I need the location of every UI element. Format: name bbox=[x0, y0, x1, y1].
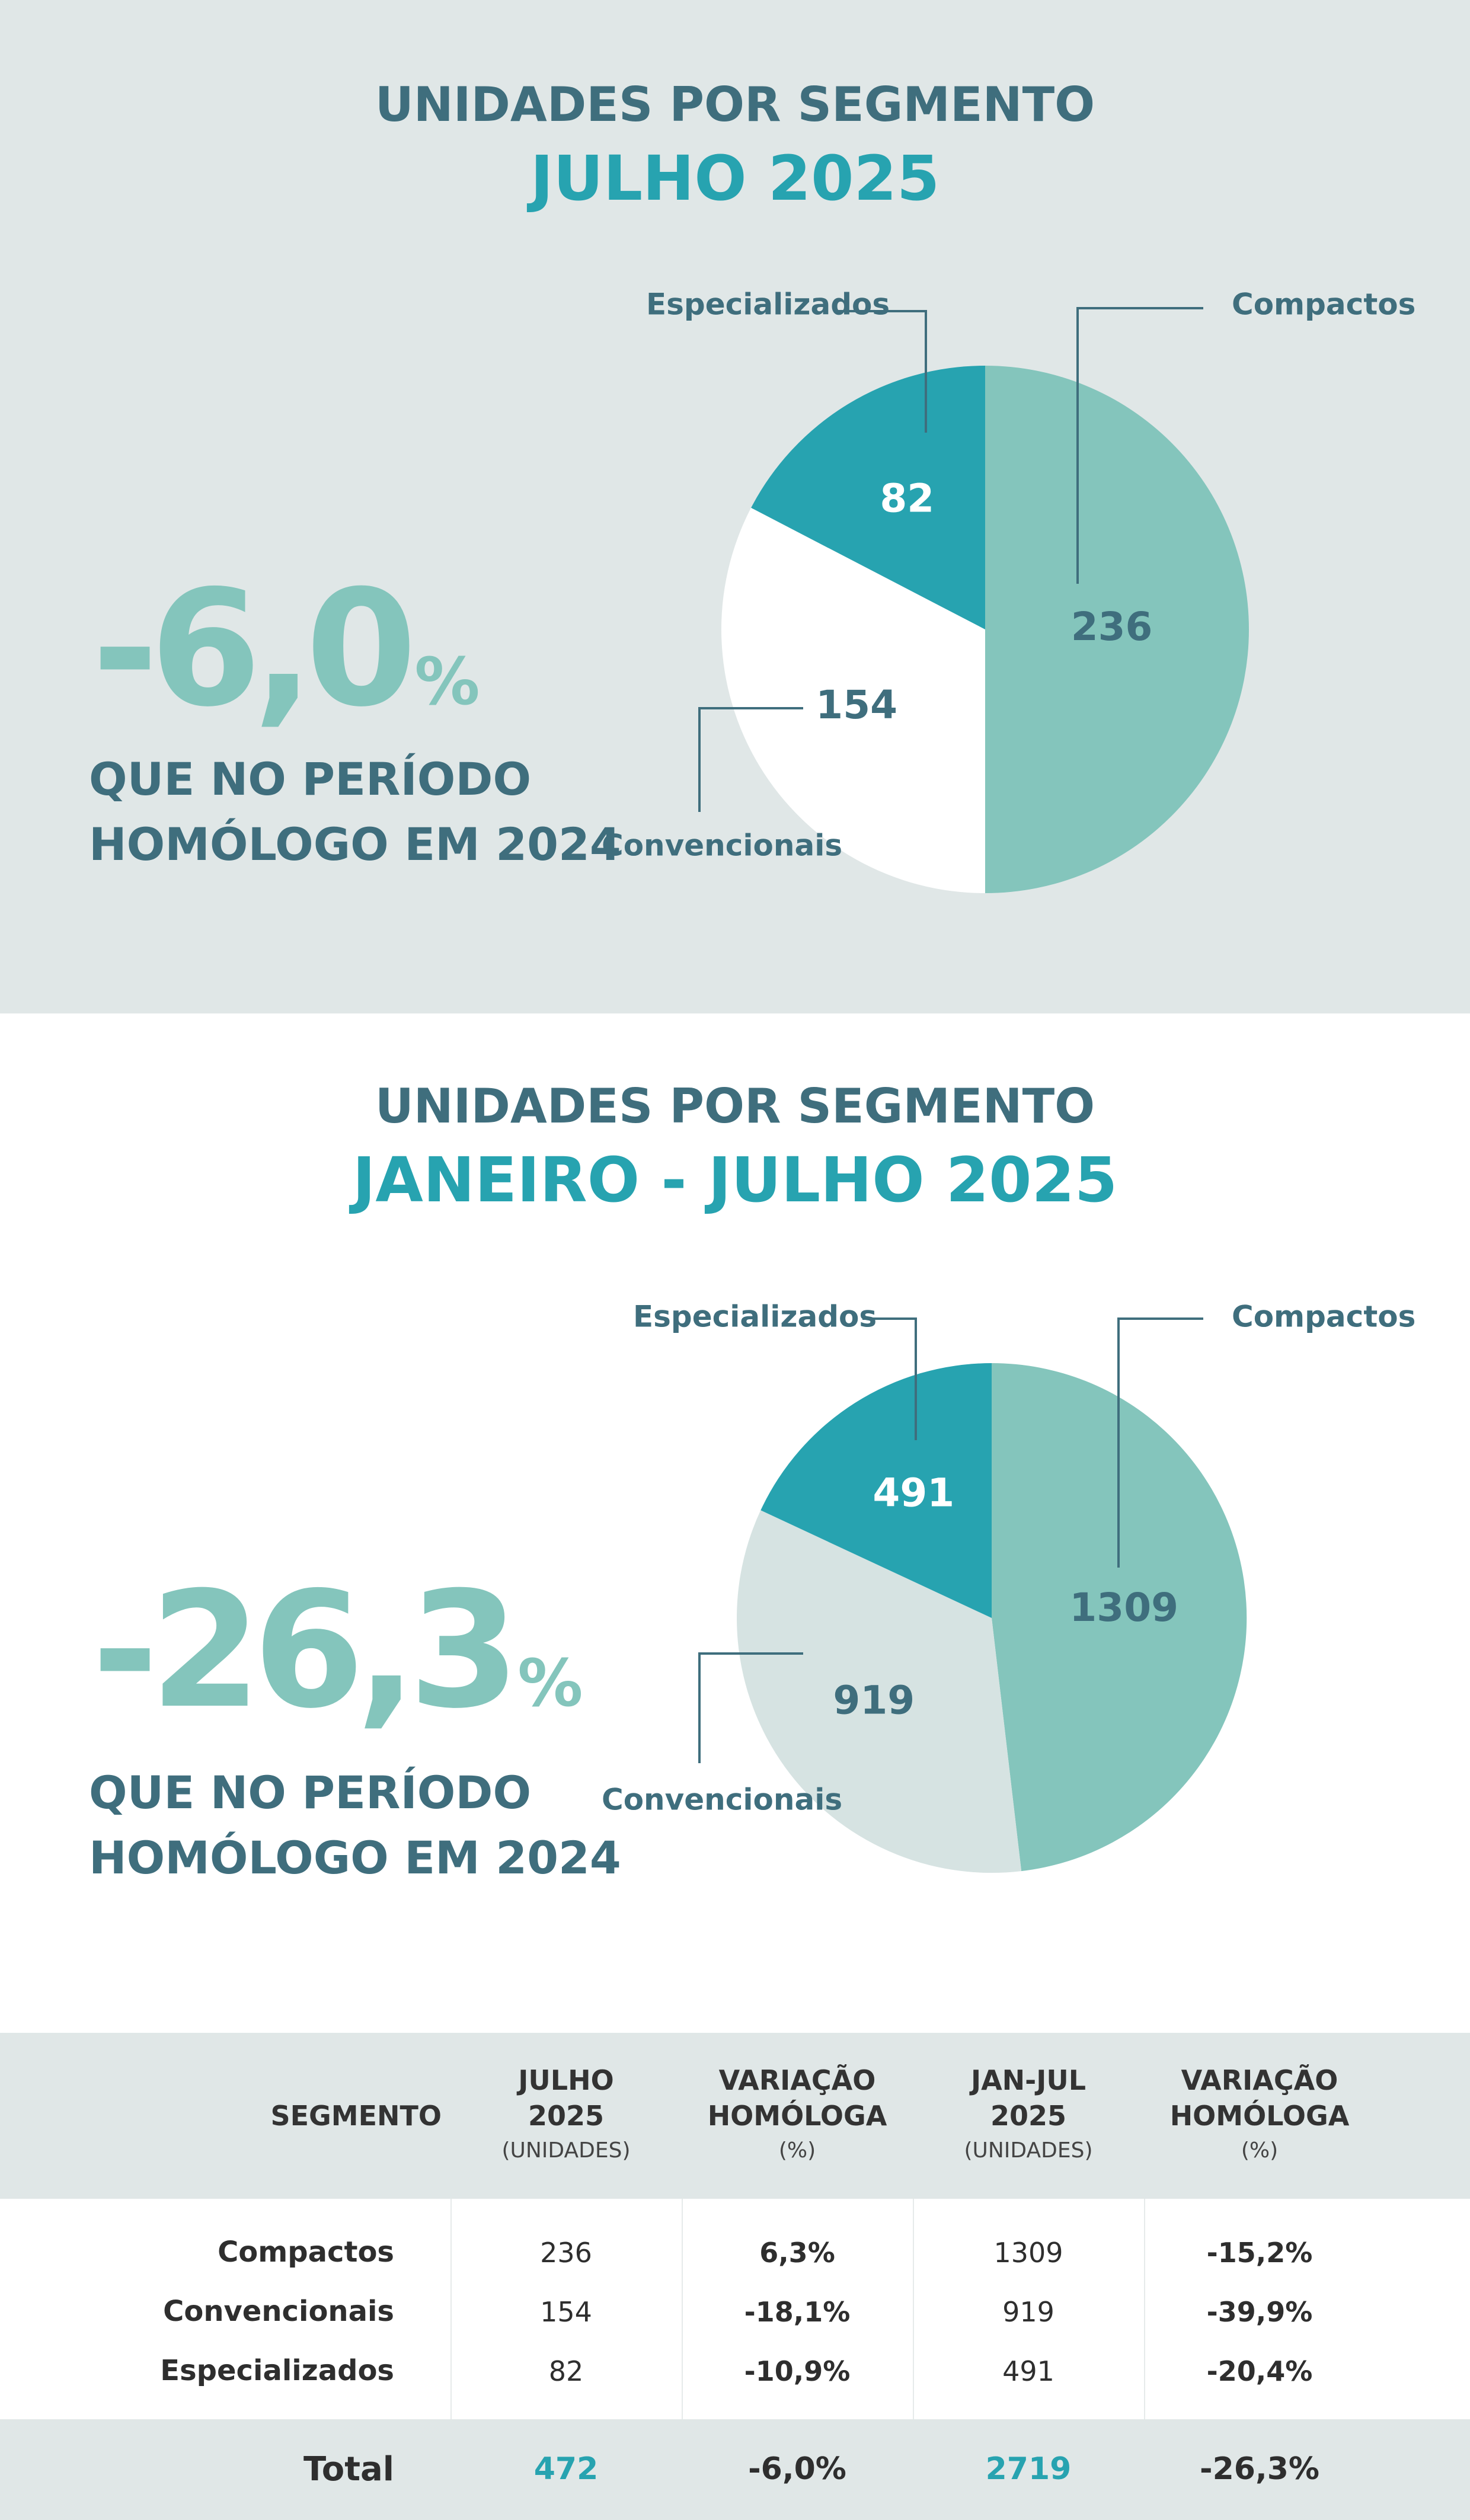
percentage-caption: QUE NO PERÍODO HOMÓLOGO EM 2024 bbox=[89, 1766, 621, 1884]
total-variacao-julho: -6,0% bbox=[748, 2451, 846, 2487]
big-percentage-unit: % bbox=[517, 1645, 583, 1721]
column-divider bbox=[682, 2199, 683, 2419]
column-divider bbox=[450, 2199, 452, 2419]
leader-line-especializados bbox=[862, 1317, 917, 1440]
row-variacao-julho: -18,1% bbox=[744, 2296, 851, 2328]
row-julho: 82 bbox=[548, 2355, 584, 2387]
pie-slice-compactos bbox=[985, 366, 1249, 893]
summary-table: SEGMENTO JULHO 2025 (UNIDADES) VARIAÇÃO … bbox=[0, 2033, 1470, 2520]
header-unit: (UNIDADES) bbox=[501, 2138, 631, 2163]
column-divider bbox=[913, 2199, 914, 2419]
leader-line-compactos bbox=[1117, 1317, 1203, 1568]
row-variacao-julho: 6,3% bbox=[759, 2237, 835, 2269]
big-percentage-value: -6,0 bbox=[92, 555, 417, 742]
row-variacao-ytd: -39,9% bbox=[1206, 2296, 1313, 2328]
big-percentage: -6,0% bbox=[92, 569, 480, 729]
total-variacao-ytd: -26,3% bbox=[1200, 2451, 1319, 2487]
row-segment: Compactos bbox=[218, 2236, 394, 2269]
section-subtitle: JANEIRO - JULHO 2025 bbox=[352, 1144, 1118, 1216]
header-line-2: HOMÓLOGA bbox=[707, 2100, 887, 2132]
header-line-2: 2025 bbox=[990, 2100, 1067, 2132]
column-divider bbox=[1144, 2199, 1145, 2419]
table-total-row: Total 472 -6,0% 2719 -26,3% bbox=[0, 2419, 1470, 2520]
row-variacao-ytd: -15,2% bbox=[1206, 2237, 1313, 2269]
header-line-2: 2025 bbox=[528, 2100, 605, 2132]
row-jan-jul: 1309 bbox=[993, 2237, 1063, 2269]
slice-value-especializados: 82 bbox=[880, 475, 934, 521]
big-percentage: -26,3% bbox=[92, 1571, 583, 1731]
header-variacao-ytd: VARIAÇÃO HOMÓLOGA (%) bbox=[1144, 2062, 1375, 2163]
row-variacao-julho: -10,9% bbox=[744, 2355, 851, 2387]
header-line-1: JULHO bbox=[518, 2064, 614, 2096]
category-label-convencionais: Convencionais bbox=[602, 829, 842, 863]
section-july: UNIDADES POR SEGMENTO JULHO 2025 -6,0% Q… bbox=[0, 0, 1470, 1013]
row-segment: Especializados bbox=[160, 2354, 394, 2387]
slice-value-compactos: 236 bbox=[1071, 604, 1153, 650]
header-line-1: JAN-JUL bbox=[970, 2064, 1086, 2096]
pie-slice-convencionais bbox=[721, 507, 985, 893]
category-label-especializados: Especializados bbox=[633, 1300, 877, 1334]
row-julho: 154 bbox=[540, 2296, 592, 2328]
header-segmento: SEGMENTO bbox=[204, 2098, 442, 2134]
pie-slice-compactos bbox=[992, 1363, 1247, 1872]
row-segment: Convencionais bbox=[163, 2295, 394, 2328]
slice-value-compactos: 1309 bbox=[1069, 1585, 1178, 1630]
section-title: UNIDADES POR SEGMENTO bbox=[375, 1079, 1095, 1134]
total-julho: 472 bbox=[533, 2451, 599, 2487]
row-jan-jul: 919 bbox=[1002, 2296, 1054, 2328]
total-label: Total bbox=[303, 2450, 394, 2489]
section-title: UNIDADES POR SEGMENTO bbox=[375, 77, 1095, 132]
header-jan-jul: JAN-JUL 2025 (UNIDADES) bbox=[913, 2062, 1144, 2163]
leader-line-especializados bbox=[836, 310, 927, 433]
header-julho: JULHO 2025 (UNIDADES) bbox=[450, 2062, 682, 2163]
pie-chart-ytd: 1309 919 491 Especializados Compactos Conv… bbox=[602, 1300, 1415, 1873]
big-percentage-unit: % bbox=[414, 644, 480, 719]
pie-slice-convencionais bbox=[737, 1510, 1022, 1873]
row-julho: 236 bbox=[540, 2237, 592, 2269]
category-label-compactos: Compactos bbox=[1232, 1300, 1415, 1334]
table-header: SEGMENTO JULHO 2025 (UNIDADES) VARIAÇÃO … bbox=[0, 2033, 1470, 2199]
header-line-2: HOMÓLOGA bbox=[1169, 2100, 1350, 2132]
slice-value-convencionais: 154 bbox=[816, 682, 897, 728]
percentage-caption: QUE NO PERÍODO HOMÓLOGO EM 2024 bbox=[89, 753, 621, 871]
row-jan-jul: 491 bbox=[1002, 2355, 1054, 2387]
total-jan-jul: 2719 bbox=[985, 2451, 1072, 2487]
slice-value-convencionais: 919 bbox=[833, 1678, 915, 1723]
row-variacao-ytd: -20,4% bbox=[1206, 2355, 1313, 2387]
header-line-1: VARIAÇÃO bbox=[1181, 2064, 1338, 2096]
slice-value-especializados: 491 bbox=[873, 1470, 954, 1515]
category-label-convencionais: Convencionais bbox=[602, 1783, 842, 1817]
header-unit: (%) bbox=[778, 2138, 816, 2163]
category-label-especializados: Especializados bbox=[646, 287, 890, 322]
category-label-compactos: Compactos bbox=[1232, 287, 1415, 322]
header-unit: (%) bbox=[1241, 2138, 1279, 2163]
header-unit: (UNIDADES) bbox=[964, 2138, 1093, 2163]
header-label: SEGMENTO bbox=[270, 2100, 442, 2132]
pie-chart-july: 236 154 82 Especializados Compactos Conven… bbox=[602, 287, 1415, 893]
header-variacao-julho: VARIAÇÃO HOMÓLOGA (%) bbox=[682, 2062, 913, 2163]
leader-line-compactos bbox=[1076, 307, 1203, 584]
header-line-1: VARIAÇÃO bbox=[718, 2064, 876, 2096]
section-subtitle: JULHO 2025 bbox=[530, 142, 940, 215]
section-ytd: UNIDADES POR SEGMENTO JANEIRO - JULHO 20… bbox=[0, 1013, 1470, 2033]
leader-line-convencionais bbox=[698, 707, 803, 812]
pie-slice-especializados bbox=[760, 1363, 992, 1618]
leader-line-convencionais bbox=[698, 1652, 803, 1763]
big-percentage-value: -26,3 bbox=[92, 1557, 520, 1744]
